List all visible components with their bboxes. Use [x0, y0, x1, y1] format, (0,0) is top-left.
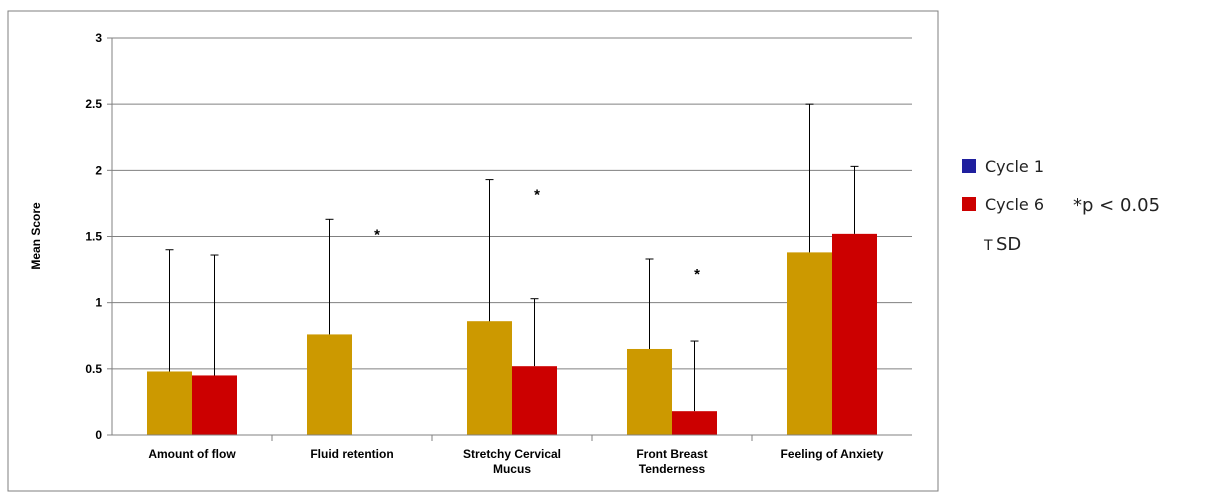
x-category-label: Fluid retention: [310, 447, 393, 461]
bar-cycle-1: [307, 334, 352, 435]
bar-cycle-1: [467, 321, 512, 435]
bar-cycle-1: [787, 252, 832, 435]
y-tick-label: 2.5: [85, 97, 102, 111]
significance-star: *: [374, 226, 380, 243]
bars: [147, 233, 877, 435]
bar-cycle-6: [832, 233, 877, 435]
bar-cycle-6: [512, 366, 557, 435]
significance-star: *: [694, 266, 700, 283]
x-category-label: Amount of flow: [148, 447, 236, 461]
error-bars: [165, 103, 859, 412]
legend-sd-label: SD: [996, 234, 1021, 255]
y-tick-label: 2: [95, 163, 102, 177]
legend-swatch-cycle-1: [962, 159, 976, 173]
y-tick-label: 3: [95, 31, 102, 45]
bar-cycle-6: [192, 375, 237, 435]
bar-cycle-1: [627, 348, 672, 435]
y-tick-label: 1: [95, 296, 102, 310]
significance-markers: * * *: [374, 187, 700, 283]
legend-label-cycle-1: Cycle 1: [985, 157, 1044, 176]
chart-frame: [7, 10, 939, 492]
x-axis-categories: Amount of flow Fluid retention Stretchy Ce…: [148, 447, 883, 476]
bar-cycle-1: [147, 371, 192, 435]
p-value-note: *p < 0.05: [1073, 195, 1160, 216]
y-axis-ticks: 0 0.5 1 1.5 2 2.5 3: [85, 31, 102, 442]
legend-sd-symbol: T: [983, 238, 993, 254]
y-tick-label: 0.5: [85, 362, 102, 376]
x-category-label: Front Breast: [636, 447, 707, 461]
y-tick-label: 1.5: [85, 230, 102, 244]
y-tick-label: 0: [95, 428, 102, 442]
gridlines: [107, 37, 912, 441]
bar-cycle-6: [672, 411, 717, 435]
legend-label-cycle-6: Cycle 6: [985, 195, 1044, 214]
x-category-label: Stretchy Cervical: [463, 447, 561, 461]
significance-star: *: [534, 187, 540, 204]
legend: Cycle 1 Cycle 6 T SD *p < 0.05: [962, 157, 1160, 255]
x-category-label: Feeling of Anxiety: [781, 447, 884, 461]
x-category-label: Mucus: [493, 462, 531, 476]
x-category-label: Tenderness: [639, 462, 706, 476]
legend-swatch-cycle-6: [962, 197, 976, 211]
y-axis-label: Mean Score: [29, 202, 43, 270]
